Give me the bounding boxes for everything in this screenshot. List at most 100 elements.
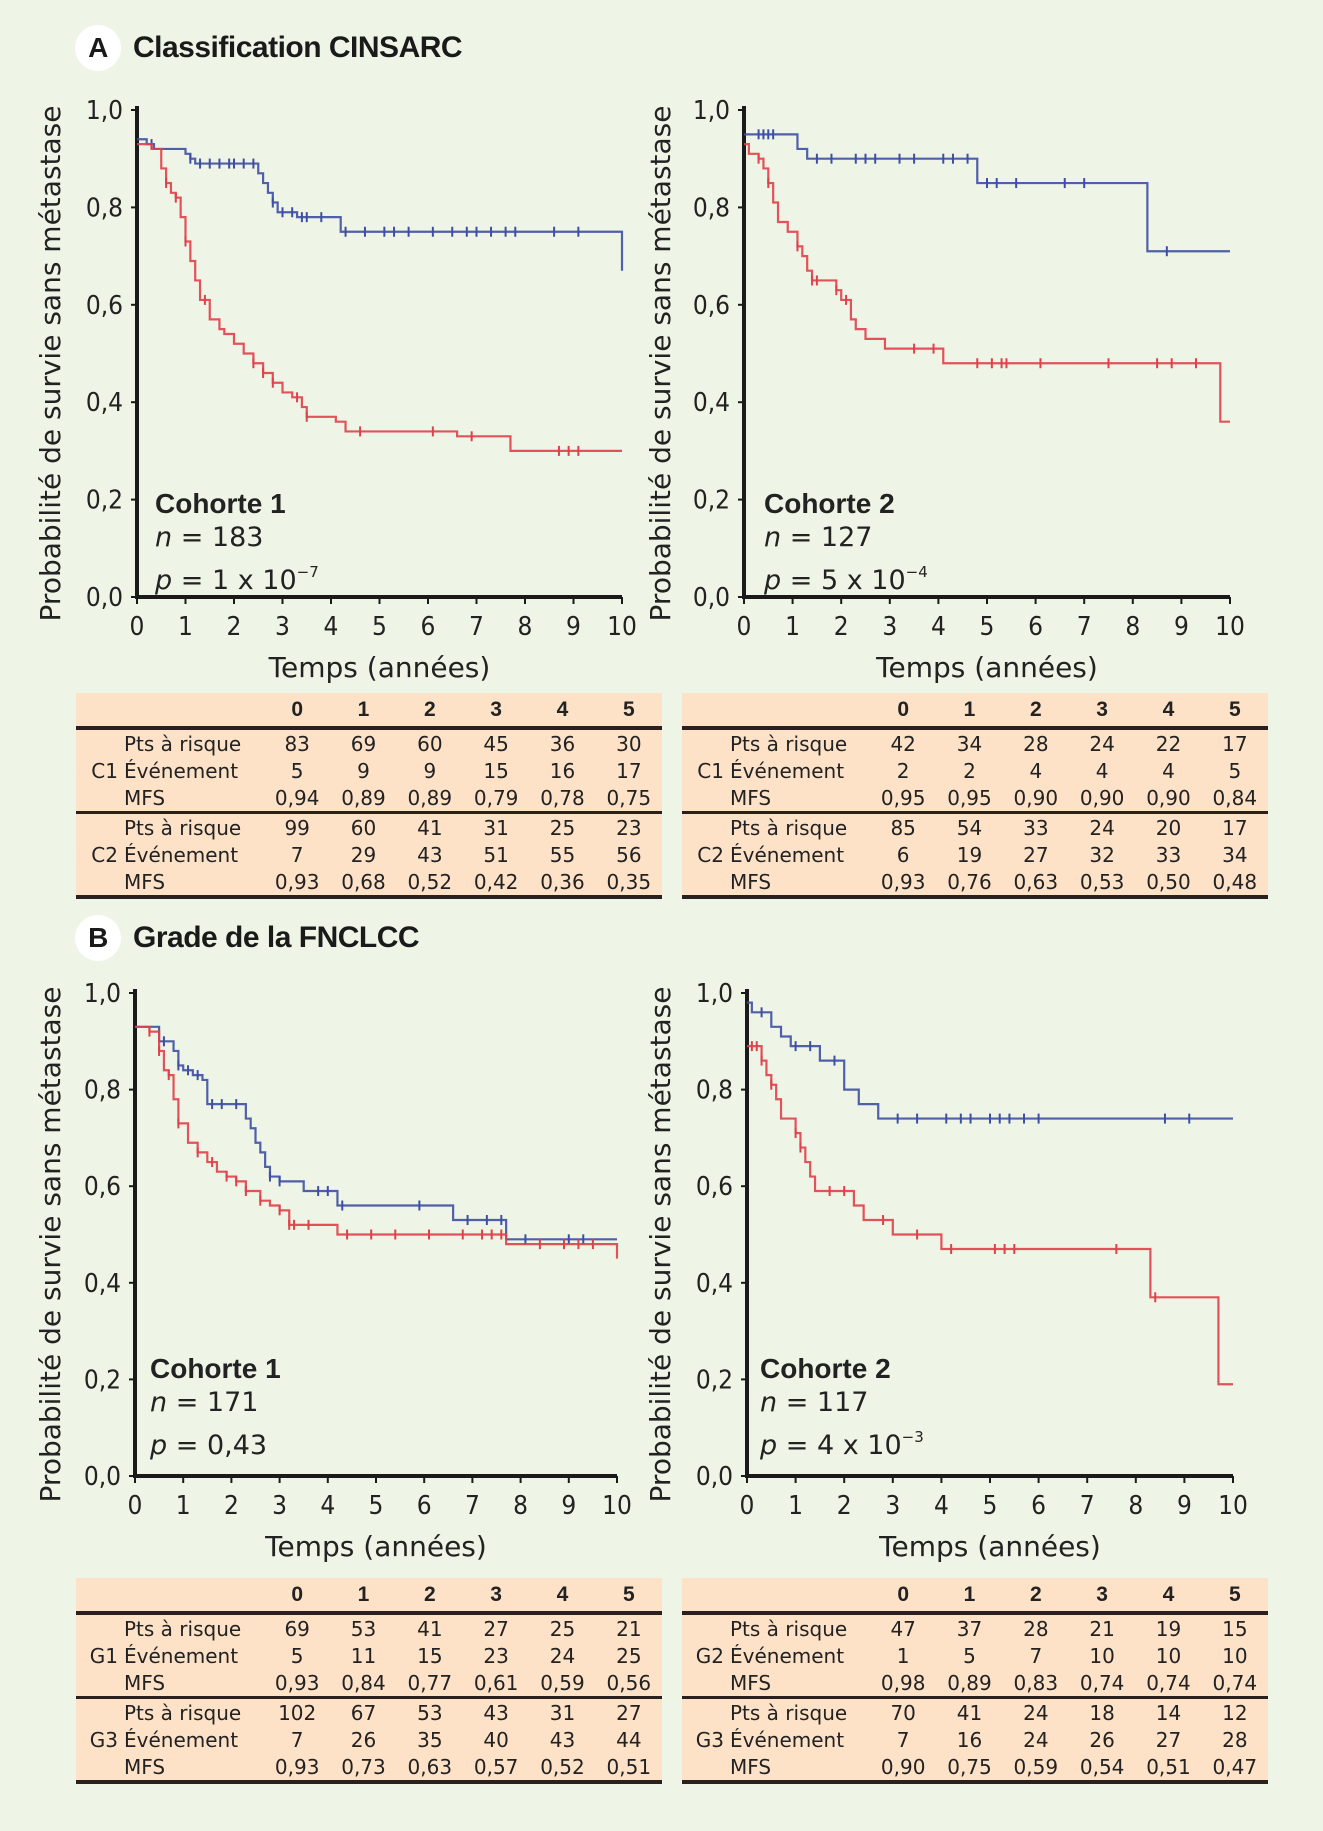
- table-cell: 31: [483, 815, 509, 840]
- survival-curve-g2: [747, 1001, 1233, 1120]
- group-label: C2: [697, 842, 724, 867]
- x-tick-label: 1: [178, 612, 193, 642]
- table-cell: 45: [483, 731, 509, 756]
- table-cell: 0,63: [1013, 869, 1059, 894]
- table-cell: 53: [350, 1616, 377, 1641]
- table-cell: 7: [896, 1727, 910, 1752]
- column-header-year: 3: [1096, 1582, 1108, 1606]
- x-tick-label: 9: [1174, 612, 1189, 642]
- group-label: [682, 728, 730, 757]
- table-cell: 20: [1155, 815, 1182, 840]
- y-axis-title: Probabilité de survie sans métastase: [644, 987, 677, 1503]
- y-tick-label: 0,4: [84, 1269, 121, 1299]
- table-row: MFS 0,98 0,89 0,83 0,74 0,74 0,74: [682, 1669, 1268, 1698]
- p-value: p = 4 x 10−3: [760, 1428, 924, 1461]
- table-cell: 10: [1155, 1643, 1182, 1668]
- y-tick-label: 0,8: [693, 193, 730, 223]
- panel-a-heading: A Classification CINSARC: [75, 25, 463, 71]
- y-tick-label: 0,6: [693, 291, 730, 321]
- table-cell: 14: [1155, 1700, 1182, 1725]
- y-tick-label: 0,6: [84, 1172, 121, 1202]
- table-cell: 0,52: [540, 1754, 585, 1779]
- x-tick-label: 4: [931, 612, 946, 642]
- risk-table-cinsarc-cohort2: 0 1 2 3 4 5 Pts à risque 42 34 28 24 22 17 C1 Événemen…: [682, 693, 1268, 899]
- table-cell: 5: [963, 1643, 976, 1668]
- header-spacer: [124, 693, 264, 728]
- table-cell: 0,76: [947, 869, 992, 894]
- table-cell: 26: [1089, 1727, 1115, 1752]
- row-label: Pts à risque: [124, 1616, 242, 1641]
- table-row: MFS 0,93 0,84 0,77 0,61 0,59 0,56: [76, 1669, 662, 1698]
- table-cell: 0,48: [1212, 869, 1258, 894]
- table-cell: 0,75: [606, 785, 652, 810]
- header-spacer: [682, 1578, 730, 1613]
- table-cell: 0,68: [341, 869, 386, 894]
- table-cell: 33: [1023, 815, 1049, 840]
- x-tick-label: 6: [1031, 1491, 1046, 1521]
- header-spacer: [124, 1578, 264, 1613]
- y-tick-label: 0,2: [693, 486, 730, 516]
- table-cell: 25: [549, 815, 576, 840]
- survival-curve-c2: [744, 142, 1230, 423]
- x-tick-label: 6: [1028, 612, 1043, 642]
- table-cell: 41: [417, 1616, 443, 1641]
- table-cell: 17: [1222, 815, 1248, 840]
- table-row: Pts à risque 69 53 41 27 25 21: [76, 1613, 662, 1642]
- table-cell: 40: [483, 1727, 509, 1752]
- header-spacer: [76, 693, 124, 728]
- table-cell: 0,50: [1146, 869, 1191, 894]
- x-tick-label: 8: [513, 1491, 528, 1521]
- group-label: [682, 1698, 730, 1727]
- table-row: C1 Événement 2 2 4 4 4 5: [682, 757, 1268, 784]
- x-tick-label: 4: [934, 1491, 949, 1521]
- column-header-year: 0: [291, 1582, 303, 1606]
- x-tick-label: 2: [227, 612, 242, 642]
- group-label: [76, 1753, 124, 1780]
- column-header-year: 2: [1029, 697, 1042, 721]
- group-label: [76, 728, 124, 757]
- row-label: Pts à risque: [124, 731, 242, 756]
- table-cell: 41: [956, 1700, 983, 1725]
- table-cell: 43: [483, 1700, 509, 1725]
- x-axis-title: Temps (années): [264, 1530, 487, 1563]
- x-tick-label: 3: [272, 1491, 287, 1521]
- table-cell: 0,59: [1013, 1754, 1059, 1779]
- table-cell: 34: [1222, 842, 1248, 867]
- row-label: Événement: [730, 758, 845, 783]
- table-row: C2 Événement 6 19 27 32 33 34: [682, 841, 1268, 868]
- y-tick-label: 0,8: [696, 1076, 733, 1106]
- table-cell: 22: [1155, 731, 1182, 756]
- n-value: n = 127: [764, 522, 873, 553]
- table-cell: 0,93: [880, 869, 926, 894]
- table-row: C1 Événement 5 9 9 15 16 17: [76, 757, 662, 784]
- table-cell: 0,75: [947, 1754, 992, 1779]
- row-label: Pts à risque: [124, 1700, 242, 1725]
- table-cell: 0,74: [1212, 1670, 1258, 1695]
- table-cell: 36: [549, 731, 576, 756]
- table-cell: 17: [1222, 731, 1248, 756]
- table-cell: 19: [956, 842, 983, 867]
- table-cell: 0,93: [274, 1754, 320, 1779]
- table-cell: 0,84: [1212, 785, 1258, 810]
- table-cell: 0,79: [473, 785, 519, 810]
- column-header-year: 4: [1162, 1582, 1175, 1606]
- table-cell: 27: [483, 1616, 509, 1641]
- table-cell: 15: [1222, 1616, 1248, 1641]
- column-header-year: 1: [963, 1582, 976, 1606]
- table-cell: 1: [896, 1643, 910, 1668]
- n-value: n = 171: [150, 1387, 259, 1418]
- survival-curve-c1: [137, 138, 624, 271]
- table-cell: 27: [616, 1700, 642, 1725]
- column-header-year: 5: [1228, 697, 1241, 721]
- x-tick-label: 8: [518, 612, 533, 642]
- column-header-year: 2: [423, 1582, 436, 1606]
- x-tick-label: 7: [465, 1491, 480, 1521]
- x-tick-label: 3: [882, 612, 897, 642]
- x-tick-label: 0: [737, 612, 752, 642]
- table-cell: 0,42: [473, 869, 519, 894]
- table-row: G2 Événement 1 5 7 10 10 10: [682, 1642, 1268, 1669]
- table-cell: 0,36: [540, 869, 585, 894]
- group-label: C2: [91, 842, 118, 867]
